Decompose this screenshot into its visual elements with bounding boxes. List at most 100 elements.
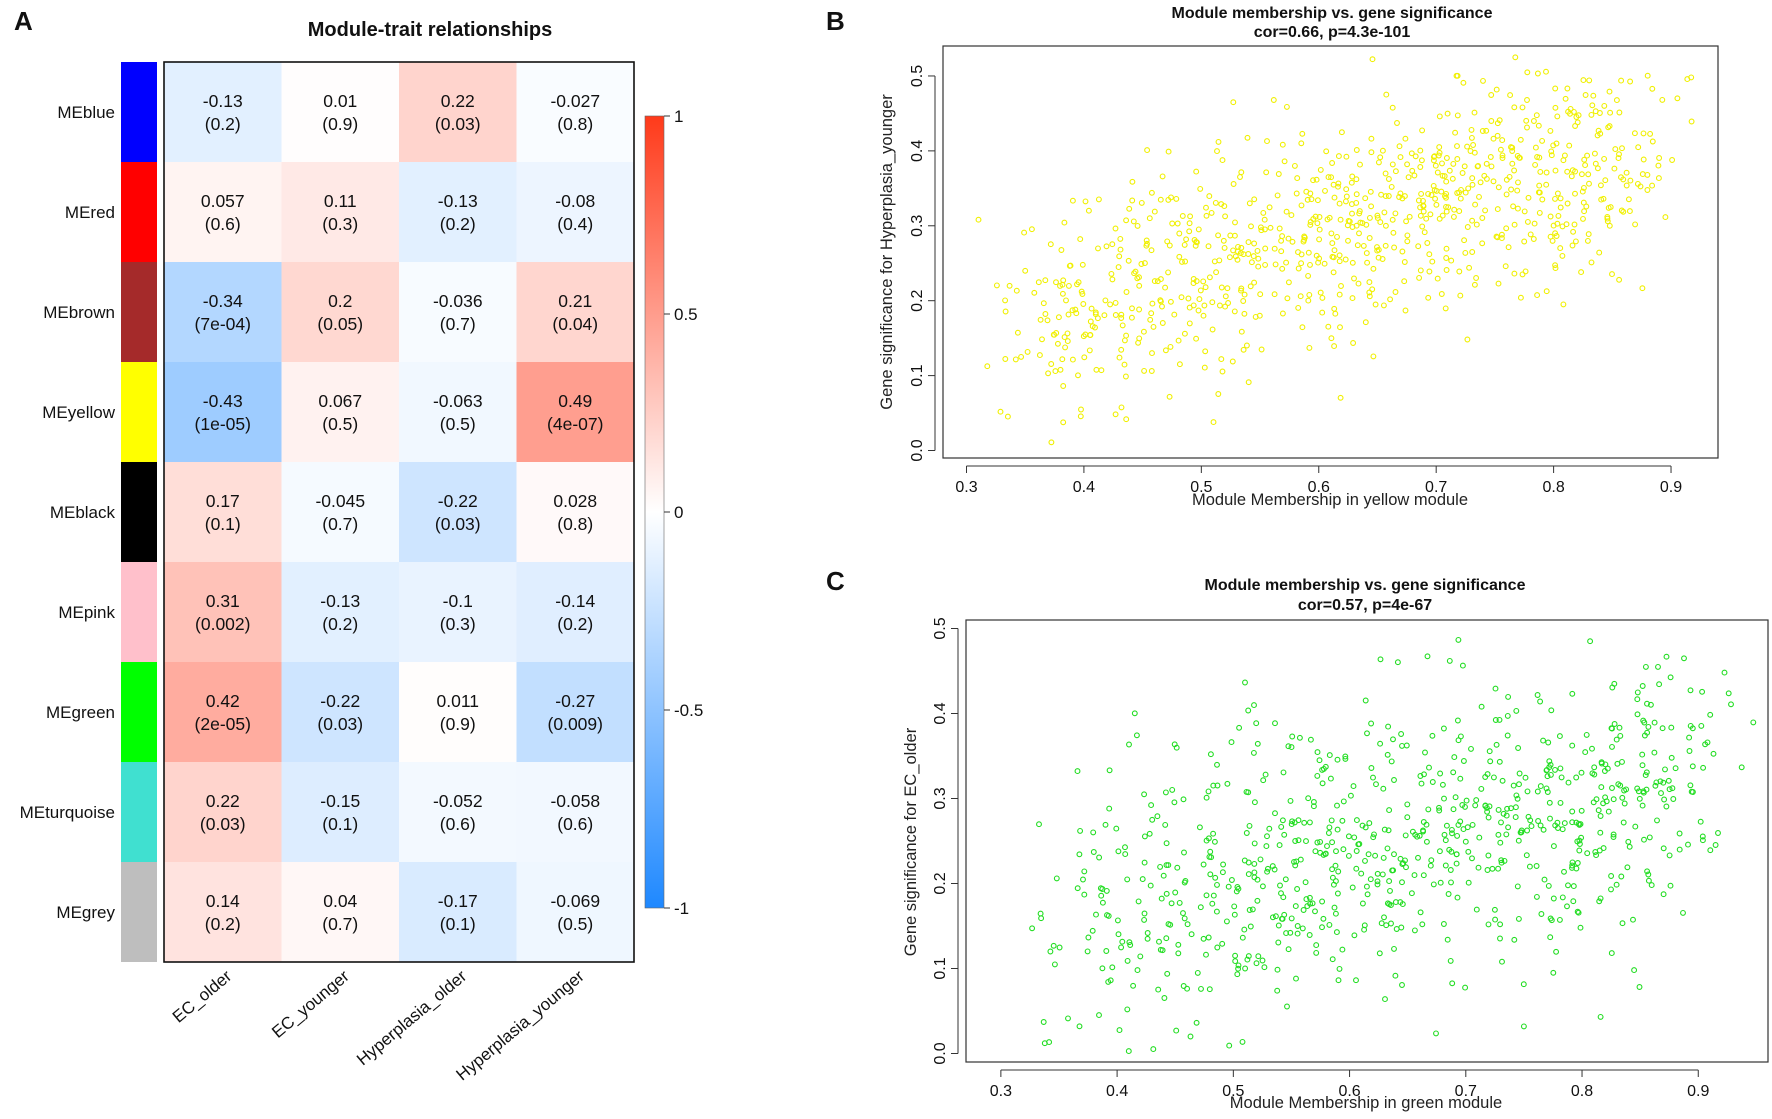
- scatter-point: [1028, 226, 1035, 233]
- scatter-point: [1216, 257, 1223, 264]
- scatter-point: [1228, 877, 1235, 883]
- colorbar-tick-label: 0: [674, 503, 683, 522]
- scatter-point: [1456, 268, 1463, 275]
- scatter-point: [1275, 939, 1282, 946]
- scatter-point: [1666, 852, 1673, 859]
- scatter-point: [1144, 240, 1150, 247]
- scatter-point: [1317, 838, 1324, 845]
- scatter-point: [1514, 205, 1521, 212]
- scatter-point: [1420, 828, 1427, 835]
- scatter-point: [1439, 172, 1446, 179]
- scatter-point: [1135, 898, 1142, 905]
- scatter-point: [1397, 190, 1404, 197]
- scatter-point: [1548, 148, 1555, 155]
- scatter-point: [1454, 112, 1461, 119]
- heatmap-cell: [399, 462, 517, 563]
- scatter-point: [1121, 337, 1128, 344]
- scatter-point: [1510, 782, 1517, 789]
- scatter-point: [1333, 929, 1340, 936]
- scatter-point: [1493, 741, 1500, 748]
- scatter-point: [1422, 749, 1428, 756]
- scatter-point: [1595, 127, 1602, 134]
- scatter-point: [1301, 819, 1308, 826]
- scatter-point: [1462, 189, 1469, 196]
- scatter-point: [1166, 242, 1173, 249]
- scatter-point: [1495, 280, 1502, 287]
- scatter-point: [1339, 817, 1346, 824]
- scatter-point: [1312, 848, 1319, 855]
- scatter-point: [1707, 711, 1714, 718]
- scatter-point: [1424, 653, 1431, 660]
- scatter-point: [1423, 838, 1430, 845]
- scatter-point: [1484, 867, 1491, 873]
- scatter-point: [1588, 111, 1595, 118]
- scatter-point: [1164, 238, 1171, 245]
- scatter-point: [1598, 784, 1605, 791]
- cell-pvalue: (0.9): [440, 714, 476, 734]
- scatter-point: [1282, 876, 1289, 883]
- scatter-c-ylabel: Gene significance for EC_older: [902, 727, 920, 956]
- scatter-point: [1222, 213, 1229, 220]
- scatter-point: [1624, 864, 1631, 871]
- scatter-point: [1644, 171, 1651, 178]
- scatter-point: [1018, 353, 1025, 360]
- scatter-point: [1141, 910, 1148, 917]
- scatter-point: [1618, 873, 1625, 880]
- scatter-c-title: Module membership vs. gene significance: [1205, 577, 1526, 594]
- scatter-point: [1429, 779, 1436, 785]
- scatter-point: [1099, 965, 1106, 972]
- scatter-point: [1112, 312, 1119, 318]
- scatter-point: [1491, 906, 1498, 913]
- scatter-point: [1159, 303, 1165, 310]
- scatter-point: [1310, 803, 1317, 810]
- scatter-point: [1304, 903, 1311, 910]
- scatter-point: [1123, 332, 1130, 339]
- scatter-point: [1307, 190, 1314, 197]
- row-label-MEblue: MEblue: [57, 103, 115, 122]
- scatter-point: [1492, 717, 1499, 723]
- scatter-point: [1374, 870, 1381, 877]
- heatmap-cell: [281, 462, 400, 563]
- scatter-point: [1460, 79, 1467, 86]
- scatter-point: [1662, 766, 1668, 773]
- module-swatch-MEgreen: [121, 662, 157, 762]
- scatter-point: [1439, 781, 1446, 788]
- scatter-point: [1583, 731, 1590, 738]
- scatter-point: [1461, 163, 1468, 170]
- scatter-point: [1503, 176, 1510, 183]
- scatter-point: [1589, 102, 1596, 109]
- scatter-point: [1611, 721, 1618, 727]
- scatter-point: [1548, 152, 1555, 159]
- scatter-point: [1087, 332, 1094, 338]
- x-tick-label: 0.5: [1222, 1083, 1244, 1100]
- x-tick-label: 0.8: [1542, 479, 1564, 496]
- x-tick-label: 0.5: [1190, 479, 1212, 496]
- scatter-point: [1210, 419, 1217, 426]
- scatter-point: [1226, 1042, 1233, 1049]
- scatter-point: [1471, 281, 1478, 288]
- scatter-point: [1479, 240, 1486, 247]
- scatter-point: [1438, 291, 1445, 297]
- scatter-point: [1687, 687, 1694, 694]
- cell-pvalue: (0.7): [322, 514, 358, 534]
- scatter-point: [1676, 846, 1683, 853]
- scatter-point: [1388, 758, 1395, 765]
- cell-correlation: 0.49: [558, 391, 592, 411]
- scatter-point: [1291, 819, 1298, 826]
- scatter-point: [1272, 810, 1278, 817]
- scatter-point: [1298, 260, 1305, 267]
- scatter-point: [1038, 915, 1045, 922]
- scatter-point: [1205, 788, 1212, 795]
- scatter-point: [1303, 896, 1310, 903]
- scatter-point: [1186, 320, 1193, 327]
- module-swatch-MEblue: [121, 62, 157, 162]
- scatter-point: [1596, 898, 1603, 905]
- scatter-point: [1218, 201, 1225, 208]
- scatter-point: [1436, 807, 1443, 814]
- scatter-point: [1257, 224, 1264, 231]
- scatter-point: [1466, 264, 1473, 271]
- scatter-point: [1576, 837, 1583, 844]
- scatter-point: [1495, 865, 1502, 872]
- scatter-point: [1496, 758, 1503, 765]
- scatter-point: [1193, 1019, 1200, 1026]
